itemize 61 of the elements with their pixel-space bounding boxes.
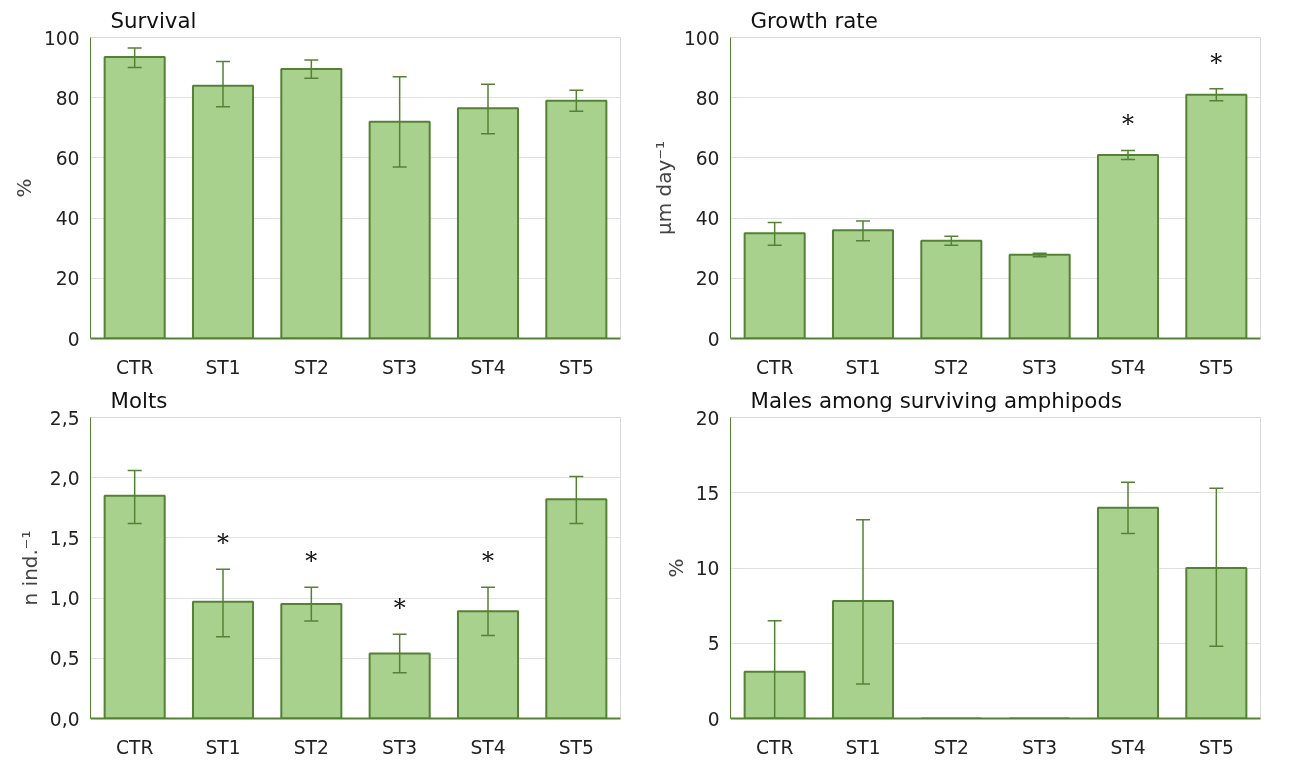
x-tick-label: ST4 xyxy=(470,736,506,758)
annotation: * xyxy=(1210,48,1223,77)
x-tick-label: ST2 xyxy=(293,356,329,378)
y-tick-label: 40 xyxy=(695,208,720,230)
x-tick-label: ST3 xyxy=(382,736,418,758)
x-tick-label: ST3 xyxy=(1022,356,1058,378)
x-tick-label: CTR xyxy=(755,736,794,758)
x-tick-label: ST2 xyxy=(933,356,969,378)
y-tick-label: 0,0 xyxy=(49,708,80,730)
y-tick-label: 60 xyxy=(695,147,720,169)
y-tick-label: 2,5 xyxy=(49,407,80,429)
x-tick-label: ST1 xyxy=(845,356,881,378)
y-tick-label: 20 xyxy=(695,268,720,290)
x-tick-label: ST2 xyxy=(933,736,969,758)
x-tick-label: ST5 xyxy=(1198,736,1234,758)
x-tick-label: CTR xyxy=(115,356,154,378)
x-tick-label: ST4 xyxy=(1110,736,1146,758)
y-axis-title: % xyxy=(11,178,36,198)
x-tick-label: ST1 xyxy=(845,736,881,758)
y-tick-label: 5 xyxy=(707,633,720,655)
y-tick-label: 1,5 xyxy=(49,527,80,549)
x-tick-label: ST5 xyxy=(558,736,594,758)
annotation: * xyxy=(217,529,229,558)
x-tick-label: ST5 xyxy=(558,356,594,378)
x-tick-label: ST4 xyxy=(1110,356,1146,378)
chart-title: Survival xyxy=(110,7,197,33)
annotation: * xyxy=(305,547,318,576)
y-tick-label: 0 xyxy=(707,328,720,350)
y-tick-label: 100 xyxy=(43,27,80,49)
y-axis-title: µm day⁻¹ xyxy=(651,141,676,235)
x-tick-label: ST4 xyxy=(470,356,506,378)
y-tick-label: 60 xyxy=(55,147,80,169)
y-axis-title: % xyxy=(663,558,688,578)
y-tick-label: 0 xyxy=(707,708,720,730)
annotation: * xyxy=(393,594,406,623)
x-tick-label: ST5 xyxy=(1198,356,1234,378)
y-tick-label: 40 xyxy=(55,208,80,230)
x-tick-label: ST1 xyxy=(205,736,241,758)
chart-title: Growth rate xyxy=(750,7,878,33)
x-tick-label: CTR xyxy=(115,736,154,758)
y-tick-label: 1,0 xyxy=(49,588,80,610)
x-tick-label: ST2 xyxy=(293,736,329,758)
y-tick-label: 80 xyxy=(695,87,720,109)
x-tick-label: ST3 xyxy=(382,356,418,378)
y-tick-label: 10 xyxy=(695,558,720,579)
y-tick-label: 0 xyxy=(67,328,80,350)
annotation: * xyxy=(482,547,494,576)
x-tick-label: CTR xyxy=(755,356,794,378)
y-tick-label: 2,0 xyxy=(49,467,80,489)
y-tick-label: 80 xyxy=(55,87,80,109)
y-tick-label: 100 xyxy=(683,27,720,49)
y-axis-title: n ind.⁻¹ xyxy=(17,530,42,606)
y-tick-label: 15 xyxy=(695,482,720,504)
y-tick-label: 20 xyxy=(695,407,720,429)
x-tick-label: ST1 xyxy=(205,356,241,378)
chart-title: Molts xyxy=(110,387,168,413)
y-tick-label: 0,5 xyxy=(49,648,80,670)
x-tick-label: ST3 xyxy=(1022,736,1058,758)
chart-title: Males among surviving amphipods xyxy=(750,387,1123,413)
annotation: * xyxy=(1122,110,1134,139)
y-tick-label: 20 xyxy=(55,268,80,290)
